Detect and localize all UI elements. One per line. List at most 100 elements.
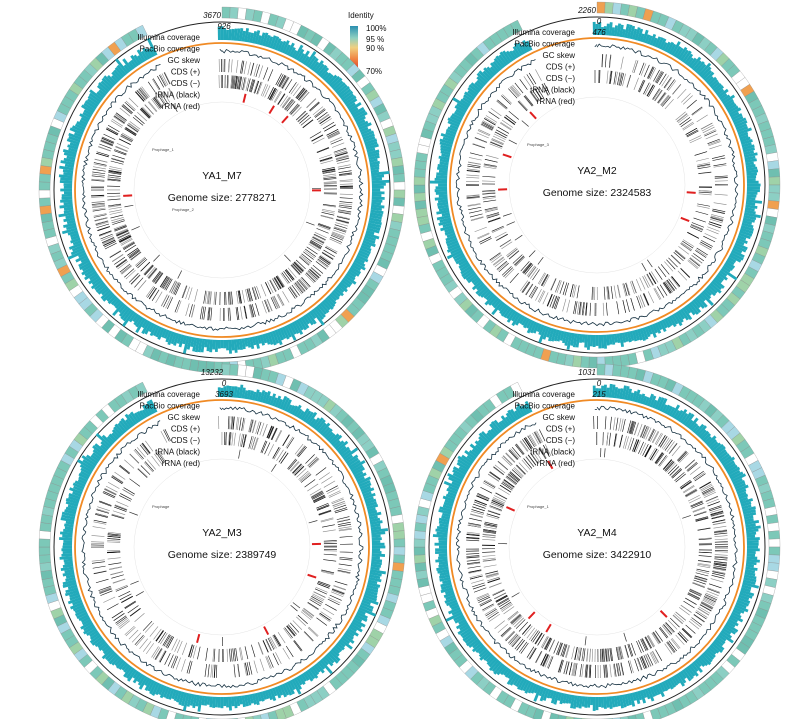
coverage-bar (722, 94, 736, 105)
coverage-bar (740, 586, 751, 593)
coverage-bar (144, 321, 153, 335)
cds-tick (574, 647, 578, 660)
coverage-bar (323, 655, 334, 667)
cds-tick (492, 589, 505, 596)
cds-tick (468, 522, 482, 526)
cds-tick (521, 459, 531, 470)
coverage-bar (288, 404, 296, 414)
coverage-bar (445, 234, 457, 242)
cds-tick (466, 196, 480, 199)
coverage-bar (101, 648, 114, 660)
coverage-bar (118, 420, 129, 432)
coverage-bar (370, 526, 382, 531)
coverage-bar (442, 495, 455, 502)
coverage-bar (550, 690, 558, 704)
cds-tick (107, 551, 121, 553)
cds-tick (310, 241, 322, 249)
cds-tick (117, 232, 130, 239)
scale-label: 476 (592, 28, 606, 37)
coverage-bar (446, 244, 461, 253)
cds-tick (266, 299, 273, 312)
cds-tick (294, 443, 304, 455)
cds-tick (494, 131, 507, 139)
cds-tick (483, 164, 497, 168)
coverage-bar (332, 439, 341, 448)
cds-tick (512, 616, 523, 626)
cds-tick (614, 71, 618, 85)
coverage-bar (115, 58, 129, 75)
cds-tick (482, 175, 496, 178)
cds-tick (164, 635, 172, 648)
cds-tick (264, 85, 271, 98)
cds-tick (259, 658, 265, 672)
cds-tick (336, 218, 350, 223)
cds-tick (133, 449, 143, 460)
coverage-bar (244, 337, 249, 347)
coverage-bar (281, 40, 290, 54)
cds-tick (482, 533, 496, 536)
cds-tick (271, 428, 278, 441)
coverage-bar (639, 393, 646, 404)
cds-tick (101, 237, 115, 243)
cds-tick (330, 234, 344, 241)
cds-tick (315, 261, 327, 270)
coverage-bar (358, 249, 370, 257)
cds-tick (540, 653, 547, 666)
cds-tick (606, 664, 608, 678)
cds-tick (466, 537, 480, 540)
cds-tick (124, 268, 135, 278)
rrna-tick (307, 573, 317, 579)
coverage-bar (493, 299, 502, 309)
coverage-bar (499, 303, 508, 315)
genome-name: YA1_M7 (202, 170, 242, 182)
coverage-bar (728, 469, 741, 478)
cds-tick (270, 279, 277, 292)
coverage-bar (124, 413, 135, 427)
cds-tick (251, 420, 256, 434)
cds-tick (164, 652, 171, 665)
coverage-bar (228, 696, 232, 711)
cds-tick (466, 556, 480, 558)
coverage-bar (502, 50, 513, 63)
cds-tick (640, 442, 647, 455)
cds-tick (244, 305, 248, 319)
cds-tick (339, 179, 353, 181)
cds-tick (712, 521, 726, 525)
coverage-bar (438, 207, 450, 212)
cds-tick (270, 636, 277, 649)
cds-tick (128, 249, 140, 258)
cds-tick (327, 487, 339, 494)
coverage-bar (358, 606, 377, 617)
cds-tick (523, 458, 533, 469)
cds-tick (155, 630, 164, 642)
cds-tick (522, 281, 531, 293)
coverage-bar (459, 627, 472, 637)
coverage-bar (438, 563, 449, 568)
coverage-bar (636, 28, 644, 42)
cds-tick (250, 62, 254, 76)
coverage-bar (696, 657, 706, 668)
cds-tick (112, 220, 125, 225)
cds-tick (303, 608, 314, 617)
coverage-bar (568, 694, 573, 704)
cds-tick (636, 640, 642, 654)
cds-tick (312, 137, 325, 145)
cds-tick (312, 593, 325, 601)
cds-tick (107, 174, 121, 177)
coverage-bar (315, 662, 325, 674)
cds-tick (274, 277, 282, 289)
cds-tick (502, 481, 514, 490)
cds-tick (714, 530, 728, 533)
trna-tick (238, 449, 241, 459)
cds-tick (125, 126, 137, 135)
cds-tick (318, 154, 332, 159)
coverage-bar (170, 332, 177, 345)
cds-tick (319, 116, 331, 125)
coverage-bar (634, 329, 640, 341)
coverage-bar (746, 172, 758, 176)
cds-tick (113, 115, 125, 124)
cds-tick (489, 505, 502, 511)
coverage-bar (60, 566, 74, 572)
coverage-bar (330, 291, 340, 300)
cds-tick (275, 652, 282, 664)
